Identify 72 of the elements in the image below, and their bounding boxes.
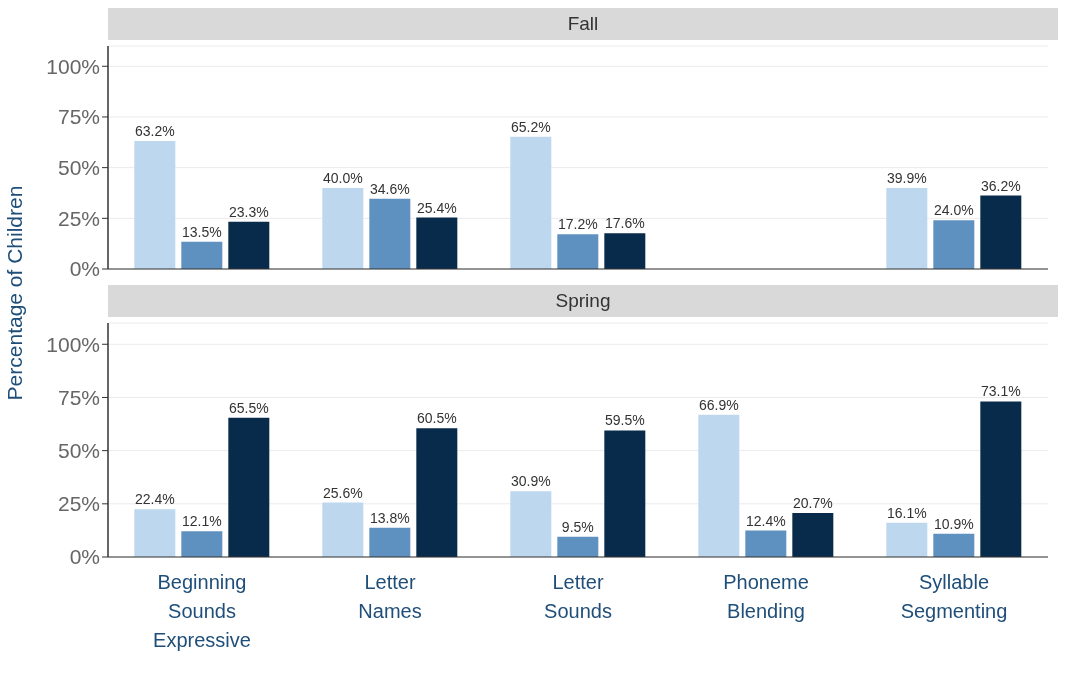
data-label: 23.3% — [228, 203, 269, 220]
bar — [181, 531, 223, 557]
bar — [886, 188, 928, 269]
data-label: 24.0% — [933, 202, 974, 219]
bar — [557, 234, 599, 269]
y-tick-label: 100% — [46, 332, 100, 356]
data-label: 63.2% — [134, 122, 175, 139]
bar — [181, 241, 223, 269]
data-label: 9.5% — [561, 518, 594, 535]
chart-title: Fall — [108, 8, 1058, 40]
data-label: 20.7% — [792, 494, 833, 511]
x-tick-label: Syllable Segmenting — [900, 571, 1008, 622]
bar — [369, 198, 411, 269]
data-label: 30.9% — [510, 473, 551, 490]
data-label: 40.0% — [322, 169, 363, 186]
bar — [933, 533, 975, 557]
data-label: 25.6% — [322, 484, 363, 501]
y-tick-label: 50% — [57, 156, 100, 180]
bar — [228, 417, 270, 557]
data-label: 13.8% — [369, 509, 410, 526]
bar — [322, 502, 364, 557]
chart-title: Spring — [108, 285, 1058, 317]
data-label: 25.4% — [416, 199, 457, 216]
x-tick-label: Phoneme Blending — [723, 571, 809, 622]
y-tick-label: 25% — [57, 492, 100, 516]
y-tick-label: 100% — [46, 54, 100, 78]
data-label: 12.4% — [745, 512, 786, 529]
bar — [557, 536, 599, 557]
bar — [322, 187, 364, 269]
data-label: 10.9% — [933, 515, 974, 532]
bar — [980, 401, 1022, 557]
data-label: 65.2% — [510, 118, 551, 135]
y-tick-label: 0% — [69, 257, 100, 281]
bar — [228, 221, 270, 269]
bar — [886, 522, 928, 557]
y-tick-label: 75% — [57, 385, 100, 409]
data-label: 22.4% — [134, 491, 175, 508]
bar — [933, 220, 975, 269]
y-tick-label: 50% — [57, 439, 100, 463]
data-label: 34.6% — [369, 180, 410, 197]
x-tick-label: Beginning Sounds Expressive — [153, 571, 251, 651]
bar — [604, 430, 646, 557]
y-tick-label: 25% — [57, 206, 100, 230]
bar — [698, 414, 740, 557]
data-label: 17.2% — [557, 216, 598, 233]
data-label: 66.9% — [698, 396, 739, 413]
bar — [416, 428, 458, 557]
bar — [134, 140, 176, 269]
bar — [510, 491, 552, 557]
data-label: 12.1% — [181, 513, 222, 530]
y-axis-title: Percentage of Children — [3, 185, 27, 401]
data-label: 17.6% — [604, 215, 645, 232]
bar — [604, 233, 646, 269]
y-tick-label: 75% — [57, 105, 100, 129]
bar — [510, 136, 552, 269]
x-tick-label: Letter Names — [358, 571, 422, 622]
data-label: 65.5% — [228, 399, 269, 416]
data-label: 16.1% — [886, 504, 927, 521]
y-tick-label: 0% — [69, 545, 100, 569]
data-label: 60.5% — [416, 410, 457, 427]
bar — [792, 512, 834, 557]
bar — [980, 195, 1022, 269]
data-label: 36.2% — [980, 177, 1021, 194]
data-label: 13.5% — [181, 223, 222, 240]
x-tick-label: Letter Sounds — [544, 571, 612, 622]
data-label: 73.1% — [980, 383, 1021, 400]
data-label: 39.9% — [886, 170, 927, 187]
bar — [416, 217, 458, 269]
bar — [134, 509, 176, 557]
data-label: 59.5% — [604, 412, 645, 429]
bar — [745, 530, 787, 557]
bar — [369, 527, 411, 557]
